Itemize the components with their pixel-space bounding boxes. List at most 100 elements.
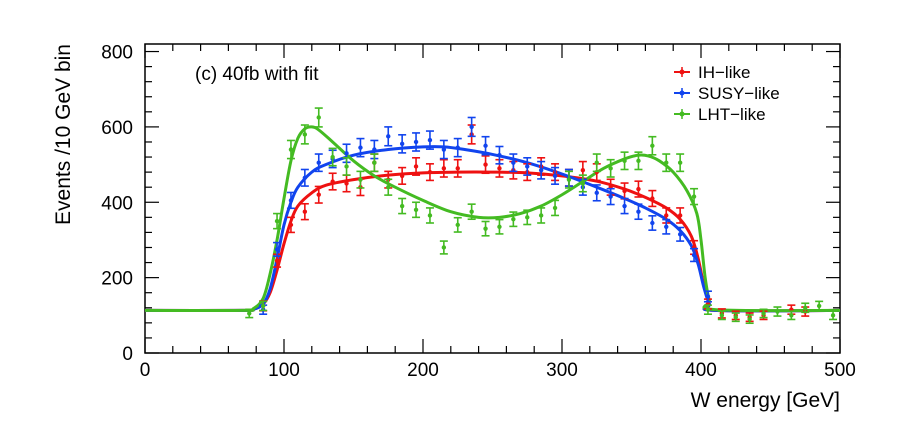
marker [664, 160, 669, 165]
legend-entry: SUSY−like [674, 84, 780, 103]
marker [316, 192, 321, 197]
data-point [703, 290, 712, 303]
marker [427, 213, 433, 218]
marker [677, 160, 683, 165]
data-point [286, 191, 295, 210]
marker [469, 124, 474, 130]
data-point [759, 308, 768, 319]
data-point [578, 174, 587, 193]
data-point [467, 203, 476, 221]
data-point [425, 130, 434, 150]
data-point [342, 174, 351, 193]
data-point [425, 163, 434, 182]
data-point [717, 310, 726, 321]
data-point [273, 241, 282, 257]
marker [413, 207, 419, 213]
data-point [384, 178, 393, 196]
marker [288, 198, 294, 203]
data-point [662, 218, 671, 235]
data-point [703, 304, 712, 315]
data-point [523, 157, 532, 176]
marker [302, 132, 308, 137]
marker [497, 166, 502, 171]
marker [316, 115, 321, 120]
marker [399, 173, 405, 179]
marker [399, 141, 405, 147]
data-point [481, 155, 490, 175]
data-point [453, 158, 462, 178]
marker [441, 166, 447, 171]
data-point [300, 124, 309, 145]
marker [636, 186, 641, 192]
data-point [676, 207, 685, 224]
marker [358, 177, 363, 182]
data-point [509, 153, 518, 173]
fit-curve [144, 170, 841, 313]
marker [664, 224, 669, 229]
data-point [662, 153, 671, 173]
marker [525, 215, 530, 220]
data-point [453, 216, 462, 233]
marker [538, 213, 544, 218]
marker [622, 203, 627, 209]
marker [247, 311, 252, 316]
marker [761, 311, 766, 316]
data-point [634, 180, 643, 198]
marker [455, 222, 460, 228]
marker [372, 160, 377, 165]
marker [705, 294, 711, 299]
marker [344, 164, 349, 169]
marker [622, 158, 627, 164]
data-point [648, 135, 657, 156]
data-point [259, 300, 268, 312]
marker [733, 315, 738, 320]
marker [650, 143, 655, 148]
marker [775, 309, 780, 314]
data-point [676, 153, 685, 173]
marker [552, 205, 558, 211]
marker [677, 232, 683, 237]
marker [274, 218, 280, 224]
fit-curve [144, 125, 841, 313]
data-point [356, 170, 365, 189]
marker [594, 190, 599, 196]
marker [372, 147, 377, 152]
marker [608, 166, 613, 171]
data-point [495, 145, 504, 165]
x-axis-title: W energy [GeV] [691, 389, 840, 412]
data-point [509, 211, 518, 228]
data-point [412, 132, 421, 152]
data-point [592, 184, 601, 202]
data-point [690, 187, 699, 206]
marker [260, 303, 266, 309]
marker [469, 209, 474, 214]
data-point [773, 306, 782, 317]
series-layer [144, 107, 841, 325]
y-tick-label: 0 [122, 344, 133, 365]
data-point [606, 187, 615, 206]
x-tick-label: 400 [685, 360, 717, 381]
data-point [273, 212, 282, 230]
marker [455, 166, 460, 171]
marker [789, 313, 794, 318]
data-point [342, 157, 351, 176]
marker [427, 137, 433, 143]
marker [511, 160, 516, 165]
marker [650, 220, 655, 226]
data-point [481, 220, 490, 237]
marker [274, 247, 280, 252]
marker [427, 169, 433, 175]
data-point [453, 137, 462, 158]
marker [455, 145, 460, 150]
data-point [412, 201, 421, 219]
data-point [300, 202, 309, 221]
data-point [286, 216, 295, 234]
marker [288, 147, 294, 152]
data-point [634, 151, 643, 171]
marker [677, 213, 683, 218]
data-point [551, 199, 560, 217]
data-point [384, 126, 393, 147]
data-point [829, 310, 838, 321]
data-point [439, 240, 448, 255]
marker [316, 160, 321, 165]
